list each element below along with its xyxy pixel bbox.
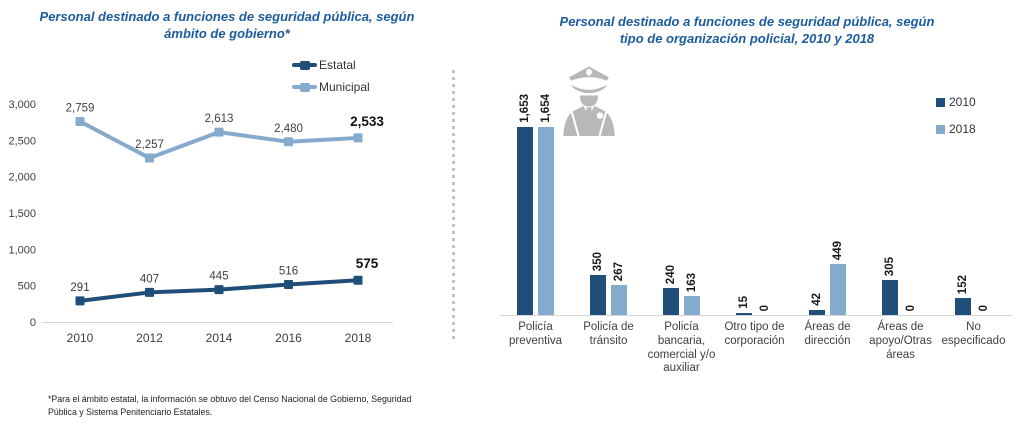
bar-category-label: Áreas de apoyo/Otras áreas — [869, 321, 932, 361]
value-label: 291 — [70, 282, 89, 294]
legend-label-2010: 2010 — [949, 95, 976, 109]
x-axis-tick-label: 2012 — [136, 331, 163, 345]
municipal-line-marker-icon — [292, 82, 317, 92]
value-label: 2,480 — [274, 123, 303, 135]
bar-value-label: 0 — [977, 304, 990, 311]
bar-2010 — [736, 313, 752, 315]
data-point-marker — [75, 117, 85, 127]
y-axis-tick-label: 2,000 — [8, 172, 36, 184]
bar-value-label: 0 — [758, 304, 771, 311]
bar-2010 — [590, 275, 606, 315]
square-swatch-2018-icon — [936, 124, 945, 134]
bar-2010 — [809, 310, 825, 315]
bar-2018 — [830, 264, 846, 315]
y-axis-tick-label: 0 — [30, 317, 36, 329]
value-label: 2,613 — [205, 113, 234, 125]
bar-value-label: 240 — [664, 264, 677, 284]
y-axis-tick-label: 1,500 — [8, 208, 36, 220]
data-point-marker — [75, 296, 85, 306]
bar-category-label: Policía preventiva — [508, 321, 563, 347]
bar-value-label: 15 — [737, 296, 750, 309]
value-label: 407 — [140, 273, 159, 285]
bar-value-label: 42 — [810, 293, 823, 306]
bar-value-label: 267 — [612, 261, 625, 281]
line-chart-plot: 3,000 2,500 2,000 1,500 1,000 500 0 2010 2012 201… — [8, 99, 393, 345]
value-label: 575 — [356, 256, 379, 271]
bar-value-label: 1,653 — [518, 94, 531, 123]
line-chart-panel: Personal destinado a funciones de seguri… — [0, 0, 455, 430]
data-point-marker — [145, 287, 154, 297]
data-point-marker — [353, 275, 363, 285]
bar-category-label: Áreas de dirección — [804, 321, 851, 347]
y-axis-tick-label: 1,000 — [8, 244, 36, 256]
legend-item-estatal: Estatal — [292, 56, 370, 74]
legend-item-2010: 2010 — [936, 93, 976, 111]
legend-label-municipal: Municipal — [319, 80, 370, 94]
legend-item-municipal: Municipal — [292, 78, 370, 96]
bar-chart-legend: 2010 2018 — [936, 93, 976, 138]
bar-2010 — [955, 298, 971, 315]
data-point-marker — [353, 133, 363, 143]
bar-2010 — [882, 280, 898, 315]
legend-item-2018: 2018 — [936, 120, 976, 138]
bar-2018 — [611, 285, 627, 315]
legend-label-estatal: Estatal — [319, 58, 356, 72]
bar-chart-title-line1: Personal destinado a funciones de seguri… — [559, 14, 935, 29]
bar-2018 — [538, 127, 554, 315]
footnote: *Para el ámbito estatal, la información … — [48, 393, 468, 419]
value-label: 2,533 — [350, 114, 384, 129]
footnote-line2: Pública y Sistema Penitenciario Estatale… — [48, 406, 213, 417]
bar-category-label: Policía bancaria, comercial y/o auxiliar — [647, 321, 716, 375]
bar-category-labels: Policía preventiva Policía de tránsito Polic… — [470, 321, 1024, 391]
line-chart-title: Personal destinado a funciones de seguri… — [18, 9, 436, 43]
bar-2010 — [663, 288, 679, 315]
line-chart-legend: Estatal Municipal — [292, 56, 370, 96]
line-chart-title-line2: ámbito de gobierno* — [164, 25, 290, 41]
x-axis-tick-label: 2018 — [345, 331, 372, 345]
value-label: 516 — [279, 266, 298, 278]
bar-value-label: 163 — [685, 272, 698, 292]
data-point-marker — [145, 153, 154, 163]
data-point-marker — [284, 137, 293, 147]
data-point-marker — [284, 280, 293, 290]
x-axis-tick-label: 2016 — [275, 331, 302, 345]
square-swatch-2010-icon — [936, 97, 945, 107]
x-axis-tick-label: 2010 — [67, 331, 94, 345]
value-label: 2,759 — [66, 103, 95, 115]
footnote-line1: *Para el ámbito estatal, la información … — [48, 394, 412, 404]
data-point-marker — [214, 127, 224, 137]
data-point-marker — [214, 285, 224, 295]
police-officer-icon — [563, 64, 615, 136]
line-chart-title-line1: Personal destinado a funciones de seguri… — [39, 9, 415, 24]
bar-value-label: 0 — [904, 304, 917, 311]
bar-x-axis — [500, 315, 1012, 316]
dotted-divider — [452, 70, 455, 342]
municipal-line — [78, 119, 360, 160]
y-axis-tick-label: 2,500 — [8, 135, 36, 147]
bar-chart-title-line2: tipo de organización policial, 2010 y 20… — [619, 30, 875, 46]
bar-category-label: No especificado — [941, 321, 1006, 347]
bar-2018 — [684, 296, 700, 315]
bar-value-label: 1,654 — [539, 94, 552, 123]
bar-chart-title: Personal destinado a funciones de seguri… — [508, 14, 986, 48]
bar-value-label: 152 — [956, 274, 969, 294]
bar-value-label: 305 — [883, 256, 896, 276]
x-axis-tick-label: 2014 — [206, 331, 233, 345]
y-axis-tick-label: 3,000 — [8, 99, 36, 111]
bar-category-label: Policía de tránsito — [583, 321, 634, 347]
bar-plot-area: 1,653 350 240 15 42 305 152 1,654 267 163 0 449 0 0 — [470, 0, 1024, 315]
value-label: 445 — [209, 271, 228, 283]
legend-label-2018: 2018 — [949, 122, 976, 136]
value-label: 2,257 — [135, 139, 164, 151]
bar-2010 — [517, 127, 533, 315]
bar-value-label: 449 — [831, 240, 844, 260]
y-axis-tick-label: 500 — [18, 281, 36, 293]
bar-category-label: Otro tipo de corporación — [724, 321, 785, 347]
bar-chart-panel: Personal destinado a funciones de seguri… — [470, 0, 1024, 430]
estatal-line-marker-icon — [292, 60, 317, 70]
bar-value-label: 350 — [591, 251, 604, 271]
